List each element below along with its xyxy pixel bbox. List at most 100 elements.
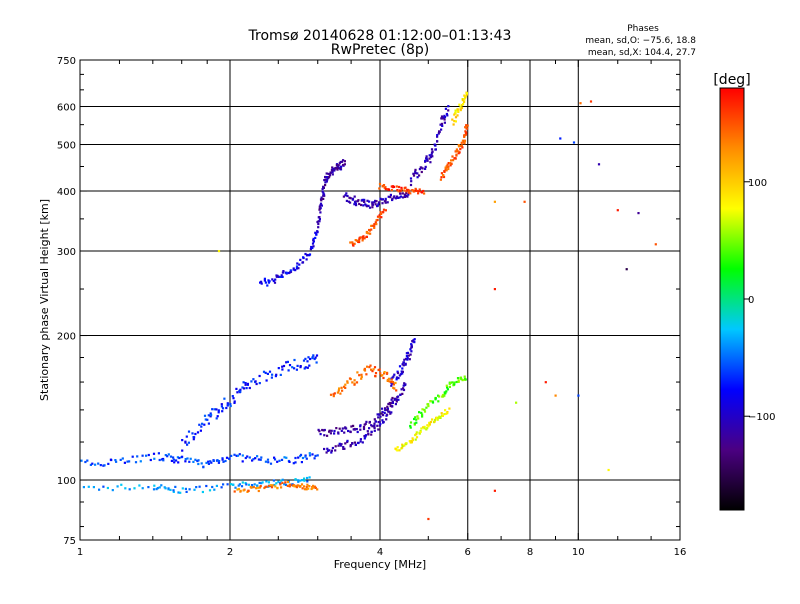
echo-point bbox=[515, 401, 518, 404]
echo-point bbox=[463, 140, 467, 143]
echo-point bbox=[311, 356, 314, 359]
echo-point bbox=[170, 459, 173, 462]
echo-point bbox=[252, 458, 255, 461]
echo-point bbox=[414, 168, 417, 171]
echo-point bbox=[331, 173, 334, 176]
echo-point bbox=[381, 202, 384, 205]
echo-point bbox=[349, 201, 352, 204]
echo-point bbox=[445, 112, 448, 116]
echo-point bbox=[97, 462, 100, 465]
echo-point bbox=[431, 418, 434, 421]
echo-point bbox=[429, 161, 432, 164]
echo-point bbox=[451, 155, 454, 158]
echo-point bbox=[295, 368, 298, 371]
echo-point bbox=[579, 102, 582, 105]
echo-point bbox=[420, 427, 423, 430]
echo-point bbox=[289, 483, 292, 486]
echo-point bbox=[434, 397, 437, 400]
echo-point bbox=[430, 148, 434, 151]
echo-point bbox=[364, 434, 367, 437]
echo-point bbox=[317, 428, 320, 431]
echo-point bbox=[421, 413, 424, 416]
echo-point bbox=[369, 232, 372, 235]
echo-point bbox=[429, 400, 432, 403]
echo-point bbox=[391, 382, 394, 385]
echo-point bbox=[342, 446, 345, 449]
echo-point bbox=[428, 421, 431, 424]
echo-point bbox=[382, 414, 385, 417]
echo-point bbox=[357, 441, 360, 445]
echo-point bbox=[187, 441, 190, 444]
echo-point bbox=[415, 431, 418, 434]
echo-point bbox=[386, 379, 389, 382]
echo-point bbox=[654, 243, 657, 246]
echo-point bbox=[205, 461, 208, 464]
echo-point bbox=[411, 439, 414, 442]
echo-point bbox=[465, 127, 468, 130]
echo-point bbox=[433, 418, 437, 421]
echo-point bbox=[335, 427, 338, 430]
echo-point bbox=[281, 481, 284, 484]
echo-point bbox=[136, 455, 139, 458]
y-tick-label: 200 bbox=[57, 332, 76, 343]
echo-point bbox=[386, 408, 389, 412]
echo-point bbox=[277, 275, 280, 278]
echo-point bbox=[222, 483, 225, 486]
echo-point bbox=[209, 412, 212, 415]
echo-point bbox=[395, 195, 399, 198]
echo-point bbox=[209, 460, 212, 463]
echo-point bbox=[111, 489, 114, 492]
echo-point bbox=[319, 202, 323, 205]
echo-point bbox=[203, 414, 207, 417]
echo-point bbox=[384, 209, 387, 212]
echo-point bbox=[448, 407, 451, 410]
echo-point bbox=[314, 356, 317, 359]
echo-point bbox=[302, 256, 305, 260]
echo-point bbox=[312, 239, 315, 242]
echo-point bbox=[386, 371, 389, 374]
echo-point bbox=[443, 118, 446, 121]
echo-point bbox=[423, 410, 427, 413]
echo-point bbox=[276, 486, 279, 490]
echo-point bbox=[356, 371, 359, 374]
echo-point bbox=[373, 424, 376, 427]
echo-point bbox=[300, 483, 304, 486]
echo-point bbox=[301, 261, 304, 264]
echo-point bbox=[267, 481, 270, 484]
echo-point bbox=[303, 477, 306, 480]
echo-point bbox=[400, 388, 403, 391]
echo-point bbox=[294, 461, 297, 464]
echo-point bbox=[423, 192, 426, 195]
echo-point bbox=[252, 486, 255, 489]
echo-point bbox=[317, 222, 320, 226]
echo-point bbox=[147, 486, 150, 489]
echo-point bbox=[395, 378, 398, 381]
echo-point bbox=[328, 174, 332, 177]
echo-point bbox=[388, 410, 391, 413]
echo-point bbox=[374, 221, 377, 224]
echo-point bbox=[269, 484, 272, 487]
echo-point bbox=[382, 208, 386, 211]
echo-point bbox=[381, 198, 384, 201]
echo-point bbox=[382, 420, 385, 424]
echo-point bbox=[384, 197, 387, 200]
echo-point bbox=[368, 206, 372, 209]
echo-point bbox=[308, 454, 312, 457]
echo-point bbox=[266, 372, 269, 375]
echo-point bbox=[401, 192, 404, 195]
echo-point bbox=[245, 387, 248, 390]
echo-point bbox=[273, 458, 277, 461]
echo-point bbox=[415, 418, 418, 421]
echo-point bbox=[363, 369, 367, 372]
echo-point bbox=[194, 458, 197, 461]
echo-point bbox=[304, 252, 307, 256]
echo-point bbox=[379, 372, 382, 375]
echo-point bbox=[401, 370, 404, 373]
echo-point bbox=[338, 442, 341, 445]
echo-point bbox=[382, 210, 385, 214]
echo-point bbox=[455, 380, 458, 384]
echo-point bbox=[311, 246, 314, 250]
echo-point bbox=[625, 268, 628, 271]
echo-point bbox=[229, 403, 232, 406]
